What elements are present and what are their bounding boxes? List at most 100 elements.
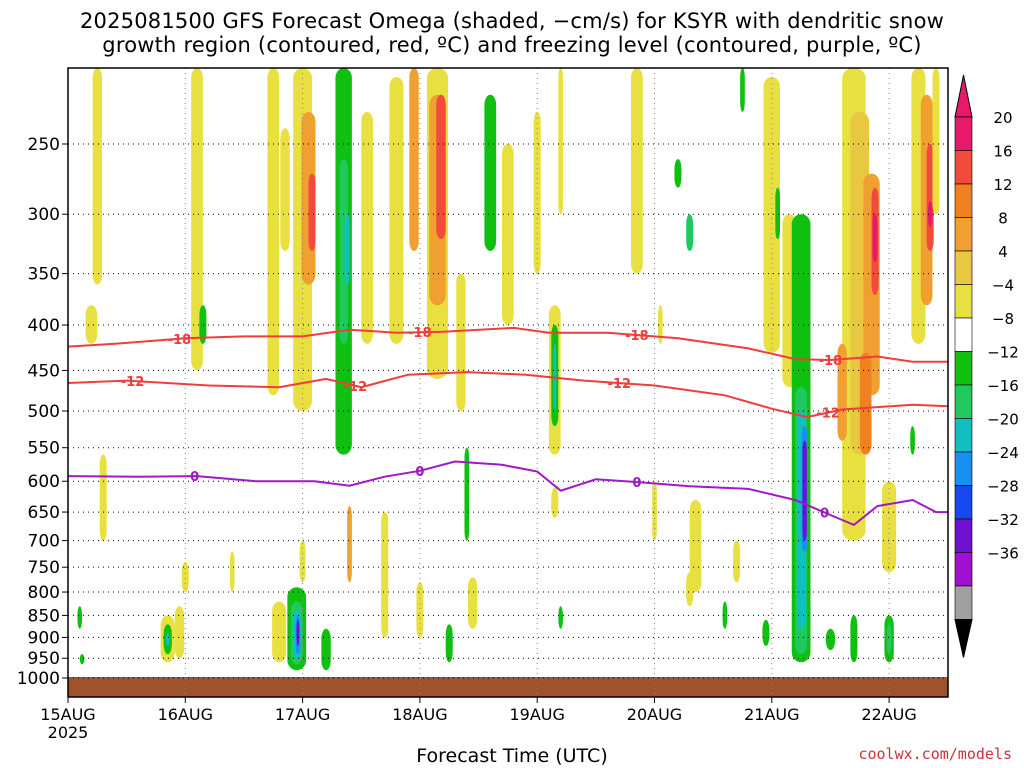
colorbar-label-0: 20 xyxy=(993,109,1012,127)
colorbar-swatch-9 xyxy=(954,418,973,453)
y-tick-label-750: 750 xyxy=(28,558,60,578)
y-tick-label-700: 700 xyxy=(28,532,60,552)
colorbar-swatch-12 xyxy=(954,518,973,553)
omega-cell-39 xyxy=(445,624,453,663)
contour-line-2 xyxy=(67,460,948,527)
colorbar-label-2: 12 xyxy=(993,176,1012,194)
colorbar-swatch-6 xyxy=(954,317,973,352)
omega-cell-36 xyxy=(409,68,419,251)
omega-cell-18 xyxy=(272,601,287,663)
omega-cell-17 xyxy=(308,173,316,251)
omega-cell-32 xyxy=(347,506,352,583)
omega-cell-56 xyxy=(674,159,682,188)
omega-cell-31 xyxy=(381,512,389,638)
omega-cell-68 xyxy=(775,187,781,240)
colorbar-label-1: 16 xyxy=(993,143,1012,161)
colorbar-swatch-2 xyxy=(954,183,973,218)
omega-cell-27 xyxy=(339,159,348,344)
omega-cell-53 xyxy=(652,481,657,541)
omega-cell-48 xyxy=(533,111,541,274)
omega-cell-60 xyxy=(740,68,745,112)
colorbar-label-5: −4 xyxy=(992,277,1014,295)
plot-border xyxy=(67,67,949,698)
y-tick-label-250: 250 xyxy=(28,135,60,155)
omega-cell-35 xyxy=(436,94,446,240)
colorbar-swatch-11 xyxy=(954,485,973,520)
omega-cell-50 xyxy=(558,606,564,629)
colorbar-label-6: −8 xyxy=(992,310,1014,328)
contour-lines: -18 -18 -18 -18 -12 -12 -12 -12 0 0 0 0 xyxy=(67,326,948,527)
x-tick-label-19AUG: 19AUG xyxy=(509,705,564,724)
contour-line-1 xyxy=(67,371,948,419)
omega-cell-3 xyxy=(77,606,83,629)
contour-label-1-1: -12 xyxy=(344,380,368,395)
omega-cell-59 xyxy=(722,601,728,629)
contour-label-2-0: 0 xyxy=(190,470,199,485)
colorbar-label-10: −24 xyxy=(987,444,1019,462)
colorbar-swatch-3 xyxy=(954,217,973,252)
y-axis: 2503003504004505005506006507007508008509… xyxy=(17,135,68,689)
colorbar: 20 16 12 8 4 −4 −8 −12 −16 −20 −24 −28 −32 −36 xyxy=(954,74,1019,658)
omega-cell-4 xyxy=(79,654,85,665)
x-tick-label-17AUG: 17AUG xyxy=(275,705,330,724)
colorbar-label-9: −20 xyxy=(987,411,1019,429)
omega-cell-49 xyxy=(558,68,564,215)
plot-frame xyxy=(67,67,949,698)
omega-cell-52 xyxy=(658,305,663,344)
chart-title-line-2: growth region (contoured, red, ºC) and f… xyxy=(102,33,922,57)
omega-cell-55 xyxy=(686,572,694,607)
y-tick-label-600: 600 xyxy=(28,472,60,492)
y-tick-label-350: 350 xyxy=(28,265,60,285)
y-tick-label-650: 650 xyxy=(28,503,60,523)
omega-cell-13 xyxy=(267,68,280,396)
omega-cell-2 xyxy=(99,454,107,541)
colorbar-swatch-4 xyxy=(954,250,973,285)
omega-cell-61 xyxy=(763,76,781,353)
y-tick-label-850: 850 xyxy=(28,606,60,626)
contour-label-0-2: -18 xyxy=(625,329,649,344)
chart-title-line-1: 2025081500 GFS Forecast Omega (shaded, −… xyxy=(79,9,944,33)
omega-cell-67 xyxy=(802,440,807,541)
contour-label-2-2: 0 xyxy=(632,476,641,491)
y-tick-label-300: 300 xyxy=(28,205,60,225)
colorbar-label-11: −28 xyxy=(987,478,1019,496)
omega-cell-47 xyxy=(551,487,559,518)
omega-cell-7 xyxy=(165,633,170,646)
colorbar-label-7: −12 xyxy=(987,344,1019,362)
omega-cell-75 xyxy=(837,343,847,441)
omega-cell-23 xyxy=(296,619,300,646)
omega-cell-43 xyxy=(502,144,514,326)
colorbar-label-13: −36 xyxy=(987,545,1019,563)
omega-cell-30 xyxy=(389,76,404,344)
x-tick-label-22AUG: 22AUG xyxy=(861,705,916,724)
omega-cell-11 xyxy=(181,562,189,593)
omega-cell-1 xyxy=(85,305,98,344)
x-year-label: 2025 xyxy=(48,723,89,742)
omega-cell-81 xyxy=(886,624,892,655)
omega-cell-69 xyxy=(762,619,770,646)
contour-line-0 xyxy=(67,326,948,363)
colorbar-top-arrow xyxy=(954,74,973,118)
contour-label-2-1: 0 xyxy=(415,465,424,480)
omega-cell-87 xyxy=(932,68,940,215)
x-axis: 15AUG 16AUG 17AUG 18AUG 19AUG 20AUG 21AUG 22AUG… xyxy=(40,697,917,742)
omega-cell-38 xyxy=(464,447,470,541)
omega-cell-0 xyxy=(92,68,103,285)
colorbar-swatch-5 xyxy=(954,284,973,319)
y-tick-label-1000: 1000 xyxy=(17,669,60,689)
contour-label-0-1: -18 xyxy=(408,326,432,341)
omega-cell-25 xyxy=(299,540,306,583)
y-tick-label-950: 950 xyxy=(28,649,60,669)
contour-label-0-3: -18 xyxy=(819,354,843,369)
colorbar-swatch-10 xyxy=(954,451,973,486)
contour-label-0-0: -18 xyxy=(168,333,192,348)
colorbar-label-3: 8 xyxy=(998,210,1008,228)
omega-cell-42 xyxy=(467,577,478,629)
colorbar-swatch-14 xyxy=(954,585,973,620)
omega-cell-57 xyxy=(686,214,694,251)
contour-label-1-0: -12 xyxy=(121,375,145,390)
grid-lines xyxy=(67,68,948,697)
y-tick-label-550: 550 xyxy=(28,439,60,459)
omega-cell-10 xyxy=(199,305,207,344)
colorbar-swatch-0 xyxy=(954,116,973,151)
